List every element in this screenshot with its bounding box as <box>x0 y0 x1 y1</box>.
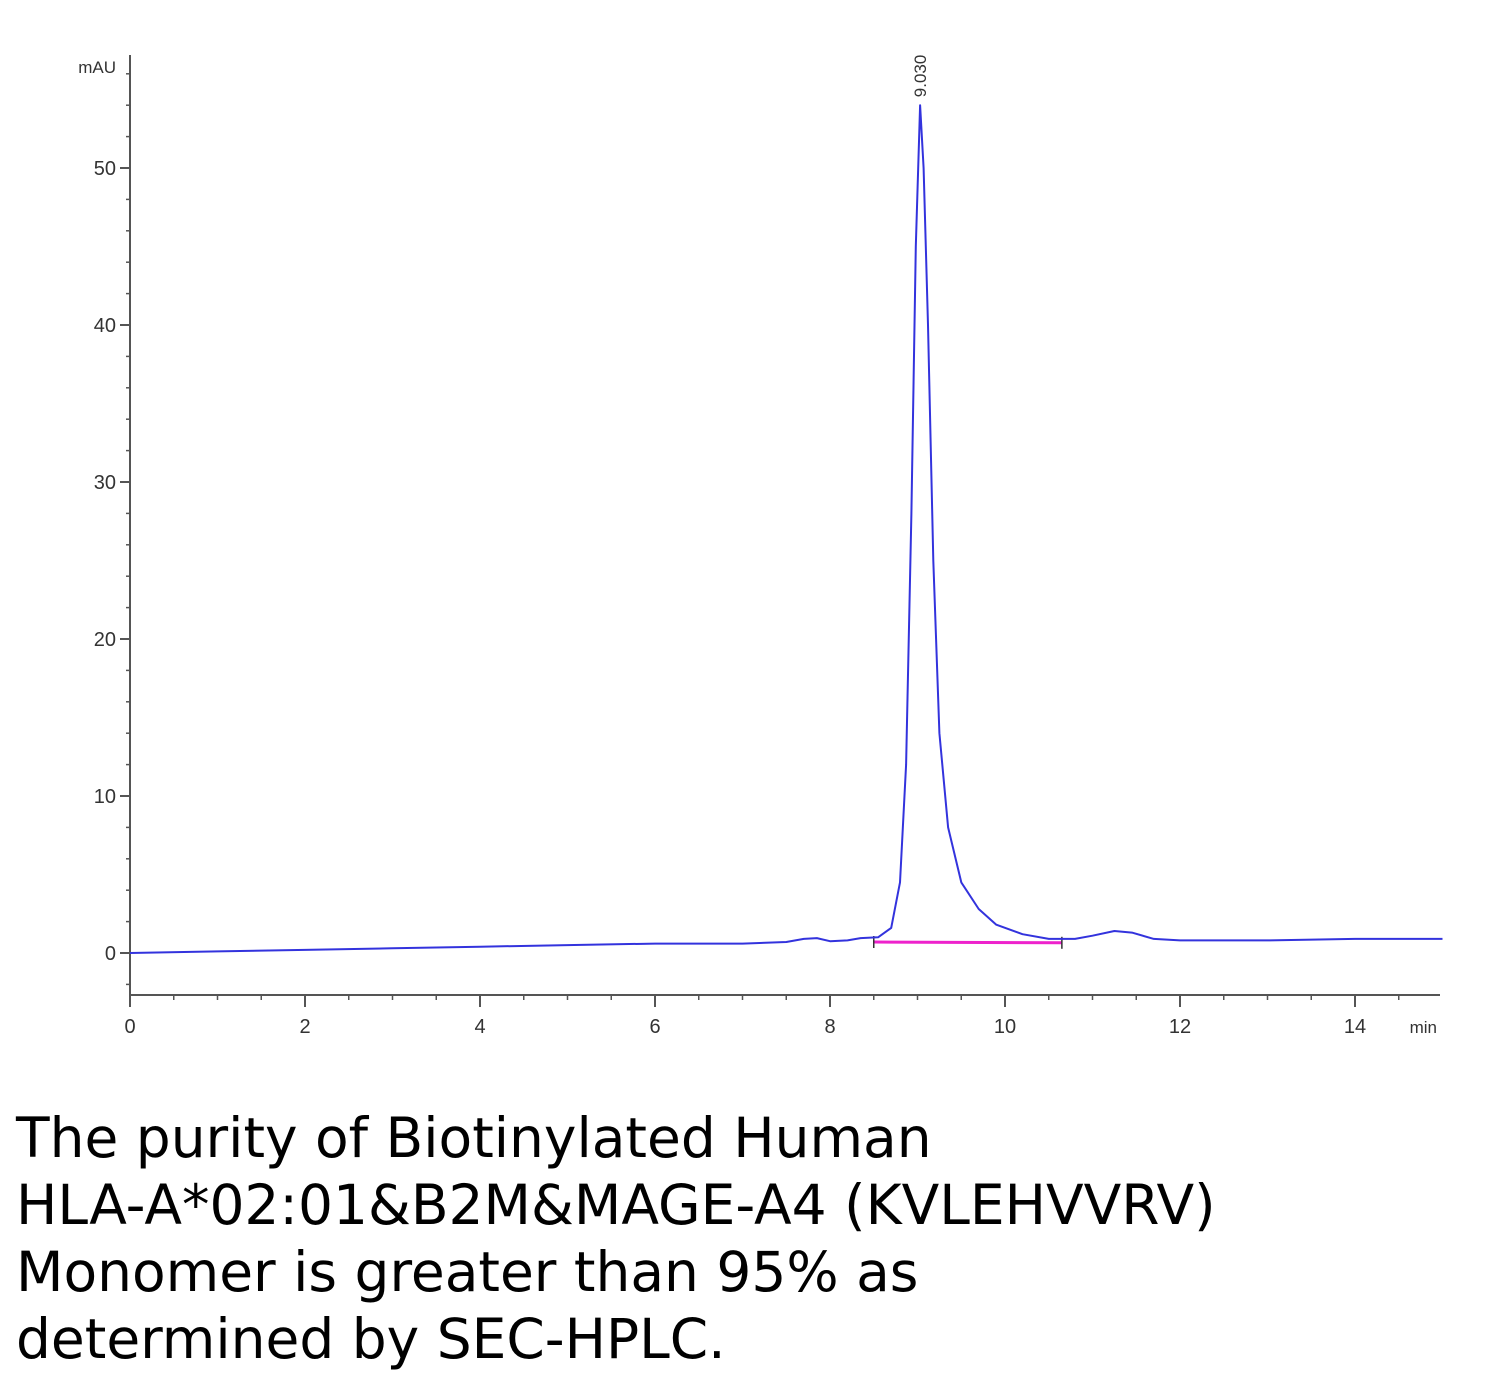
x-tick-label: 10 <box>994 1016 1016 1038</box>
x-tick-label: 14 <box>1344 1016 1366 1038</box>
annotation-group: 9.030 <box>911 55 930 98</box>
caption-line-3: Monomer is greater than 95% as <box>16 1240 919 1304</box>
x-tick-label: 4 <box>474 1016 485 1038</box>
x-unit-label: min <box>1410 1018 1437 1037</box>
caption: The purity of Biotinylated Human HLA-A*0… <box>16 1105 1476 1373</box>
x-tick-label: 8 <box>824 1016 835 1038</box>
y-unit-label: mAU <box>78 58 116 77</box>
chromatogram-trace <box>129 104 1443 954</box>
peak-retention-label: 9.030 <box>911 55 930 98</box>
x-tick-label: 0 <box>124 1016 135 1038</box>
x-axis: 0 2 4 6 8 10 12 14 min <box>124 994 1440 1038</box>
x-tick-label: 2 <box>299 1016 310 1038</box>
y-tick-label: 10 <box>94 786 116 808</box>
y-tick-label: 0 <box>105 943 116 965</box>
y-tick-label: 50 <box>94 158 116 180</box>
baseline-group <box>873 936 1063 949</box>
chromatogram-chart: 0 10 20 30 40 50 mAU 0 2 4 6 8 10 12 14 min 9.030 <box>78 55 1443 1038</box>
caption-line-1: The purity of Biotinylated Human <box>16 1106 932 1170</box>
x-tick-label: 12 <box>1169 1016 1191 1038</box>
series-group <box>129 104 1443 954</box>
caption-line-4: determined by SEC-HPLC. <box>16 1307 726 1371</box>
y-axis: 0 10 20 30 40 50 mAU <box>78 55 131 995</box>
y-tick-label: 30 <box>94 472 116 494</box>
caption-line-2: HLA-A*02:01&B2M&MAGE-A4 (KVLEHVVRV) <box>16 1173 1216 1237</box>
y-tick-label: 40 <box>94 315 116 337</box>
y-tick-label: 20 <box>94 629 116 651</box>
x-tick-label: 6 <box>649 1016 660 1038</box>
integration-baseline <box>873 940 1062 945</box>
